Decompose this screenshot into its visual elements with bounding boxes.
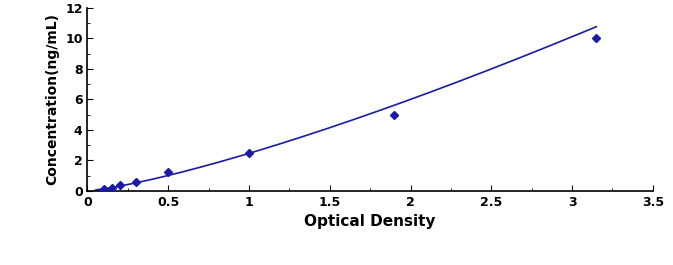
X-axis label: Optical Density: Optical Density [304,214,436,229]
Y-axis label: Concentration(ng/mL): Concentration(ng/mL) [46,13,60,185]
